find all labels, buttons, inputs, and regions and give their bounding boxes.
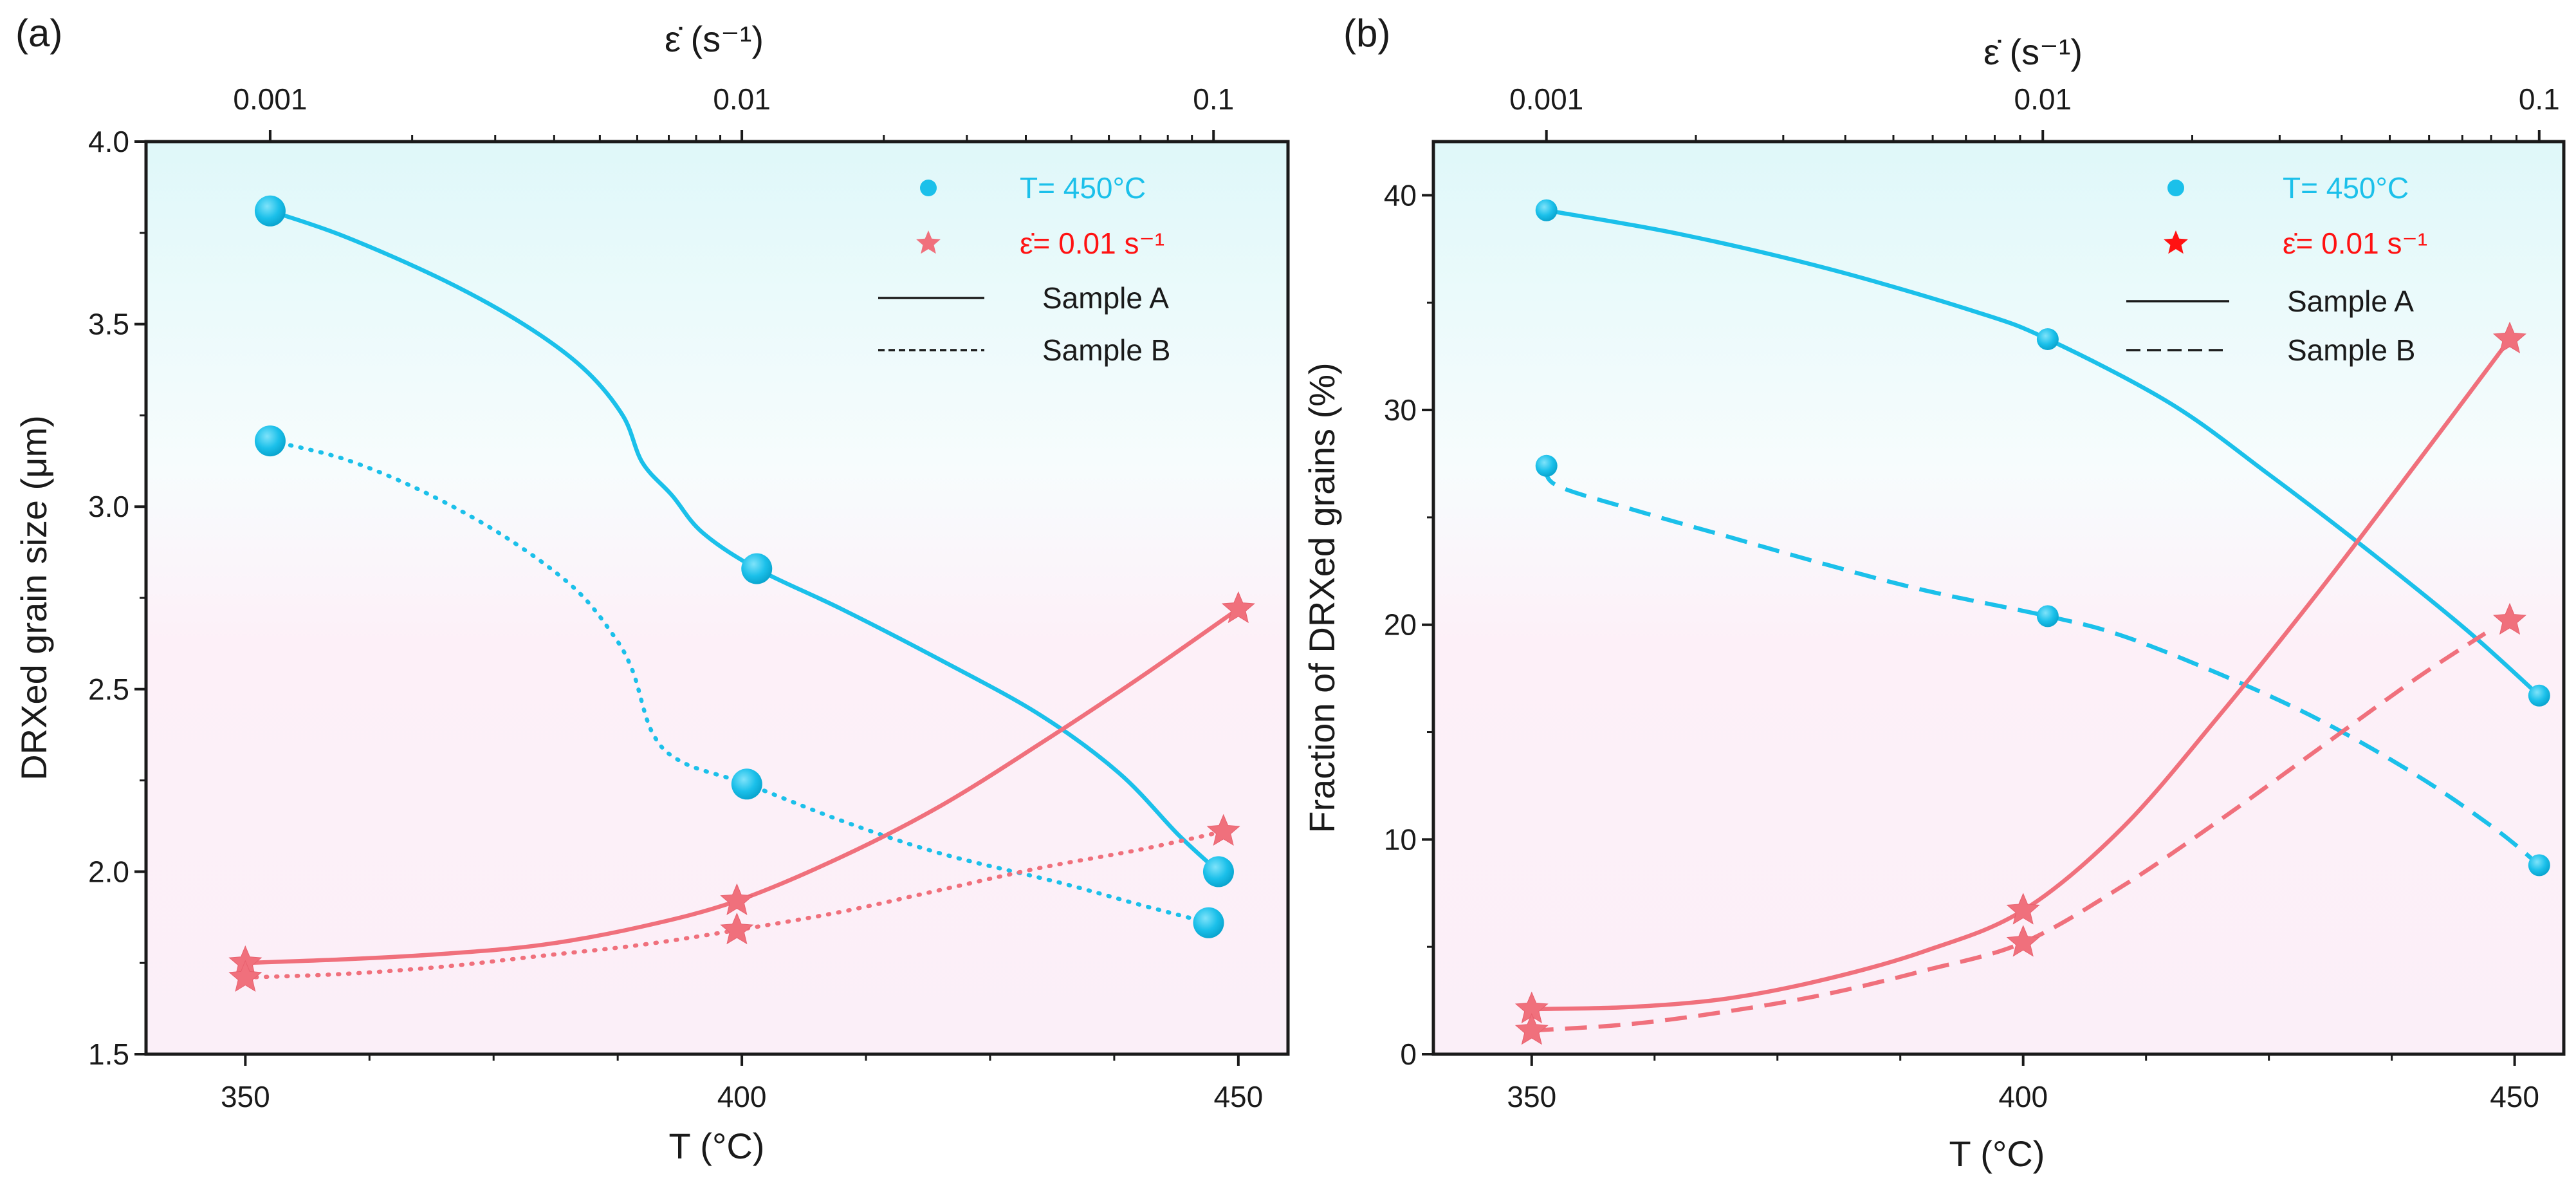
top-axis-title-b: ε̇ (s⁻¹) (1983, 32, 2083, 72)
x-tick-label: 400 (1998, 1080, 2048, 1113)
plot-area-b (1433, 142, 2564, 1054)
data-point-star (2006, 893, 2040, 925)
x-tick-label: 400 (717, 1080, 767, 1113)
series-line (268, 209, 1221, 874)
y-tick-label: 40 (1384, 178, 1417, 212)
panel-b: (b) ε̇ (s⁻¹) T (°C) Fraction of DRXed gr… (1302, 12, 2566, 1174)
panel-a: (a) ε̇ (s⁻¹) T (°C) DRXed grain size (μm… (14, 12, 1290, 1166)
y-tick-label: 3.5 (88, 308, 129, 341)
data-point-circle (2036, 328, 2059, 350)
legend-star-marker (2164, 230, 2188, 254)
data-point-star (1206, 813, 1240, 846)
legend-label-sample-a: Sample A (1042, 281, 1169, 315)
legend-star-marker (916, 230, 941, 254)
data-point-circle (731, 768, 762, 800)
y-tick-label: 20 (1384, 608, 1417, 642)
y-tick-label: 0 (1400, 1037, 1417, 1071)
y-axis-title-b: Fraction of DRXed grains (%) (1302, 362, 1342, 833)
series-group-b (1514, 199, 2550, 1045)
y-tick-label: 30 (1384, 393, 1417, 427)
legend-circle-marker (2167, 180, 2184, 196)
data-point-circle (254, 425, 286, 457)
y-tick-label: 10 (1384, 823, 1417, 856)
y-tick-label: 4.0 (88, 125, 129, 158)
data-point-star (2006, 925, 2040, 957)
data-point-circle (2036, 605, 2059, 628)
legend-circle-marker (920, 180, 937, 196)
data-point-star (720, 883, 754, 915)
x-axis-title-a: T (°C) (669, 1126, 765, 1166)
y-tick-label: 1.5 (88, 1037, 129, 1071)
data-point-star (720, 912, 754, 945)
y-axis-title-a: DRXed grain size (μm) (14, 415, 54, 781)
data-point-circle (2528, 854, 2550, 877)
legend-label-circle: T= 450°C (1020, 171, 1146, 205)
axis-ticks-a: 350 400 450 1.5 2.0 2.5 3.0 3.5 4.0 0.001 0.01 0.1 (88, 82, 1263, 1113)
data-point-circle (254, 195, 286, 227)
series-group-a (228, 195, 1255, 992)
series-line (1546, 208, 2541, 698)
y-tick-label: 2.0 (88, 855, 129, 888)
data-point-star (2492, 321, 2526, 354)
data-point-circle (1202, 856, 1234, 888)
legend-label-circle: T= 450°C (2283, 171, 2409, 205)
plot-area-a (146, 142, 1288, 1054)
x-tick-label: 450 (2490, 1080, 2539, 1113)
panel-label-b: (b) (1343, 12, 1390, 55)
legend-label-sample-b: Sample B (1042, 333, 1170, 367)
x-tick-label: 350 (221, 1080, 270, 1113)
axis-ticks-b: 350 400 450 0 10 20 30 40 0.001 0.01 0.1 (1384, 82, 2560, 1113)
data-point-circle (2528, 684, 2550, 707)
series-line (268, 438, 1211, 925)
legend-label-star: ε̇= 0.01 s⁻¹ (2283, 227, 2427, 260)
data-point-circle (741, 553, 773, 584)
y-tick-label: 3.0 (88, 490, 129, 523)
x-tick-label: 350 (1507, 1080, 1556, 1113)
plot-frame-a (144, 140, 1290, 1056)
legend-label-sample-b: Sample B (2287, 333, 2415, 367)
data-point-circle (1535, 454, 1558, 477)
top-tick-label: 0.1 (2519, 82, 2560, 116)
top-tick-label: 0.001 (1509, 82, 1583, 116)
data-point-star (1221, 591, 1255, 624)
legend-label-star: ε̇= 0.01 s⁻¹ (1020, 227, 1164, 260)
top-tick-label: 0.01 (2014, 82, 2072, 116)
top-tick-label: 0.01 (713, 82, 771, 116)
top-tick-label: 0.001 (233, 82, 307, 116)
data-point-circle (1193, 907, 1224, 938)
top-axis-title-a: ε̇ (s⁻¹) (665, 19, 764, 59)
y-tick-label: 2.5 (88, 673, 129, 706)
top-tick-label: 0.1 (1193, 82, 1234, 116)
data-point-circle (1535, 199, 1558, 221)
legend-label-sample-a: Sample A (2287, 284, 2414, 318)
data-point-star (228, 960, 262, 992)
data-point-star (1514, 1013, 1549, 1045)
plot-frame-b (1431, 140, 2566, 1056)
legend-a: T= 450°C ε̇= 0.01 s⁻¹ Sample A Sample B (878, 171, 1170, 367)
legend-b: T= 450°C ε̇= 0.01 s⁻¹ Sample A Sample B (2126, 171, 2427, 367)
x-axis-title-b: T (°C) (1949, 1133, 2045, 1174)
panel-label-a: (a) (15, 12, 62, 55)
x-tick-label: 450 (1213, 1080, 1263, 1113)
data-point-star (2492, 602, 2526, 635)
series-line (1531, 338, 2512, 1012)
